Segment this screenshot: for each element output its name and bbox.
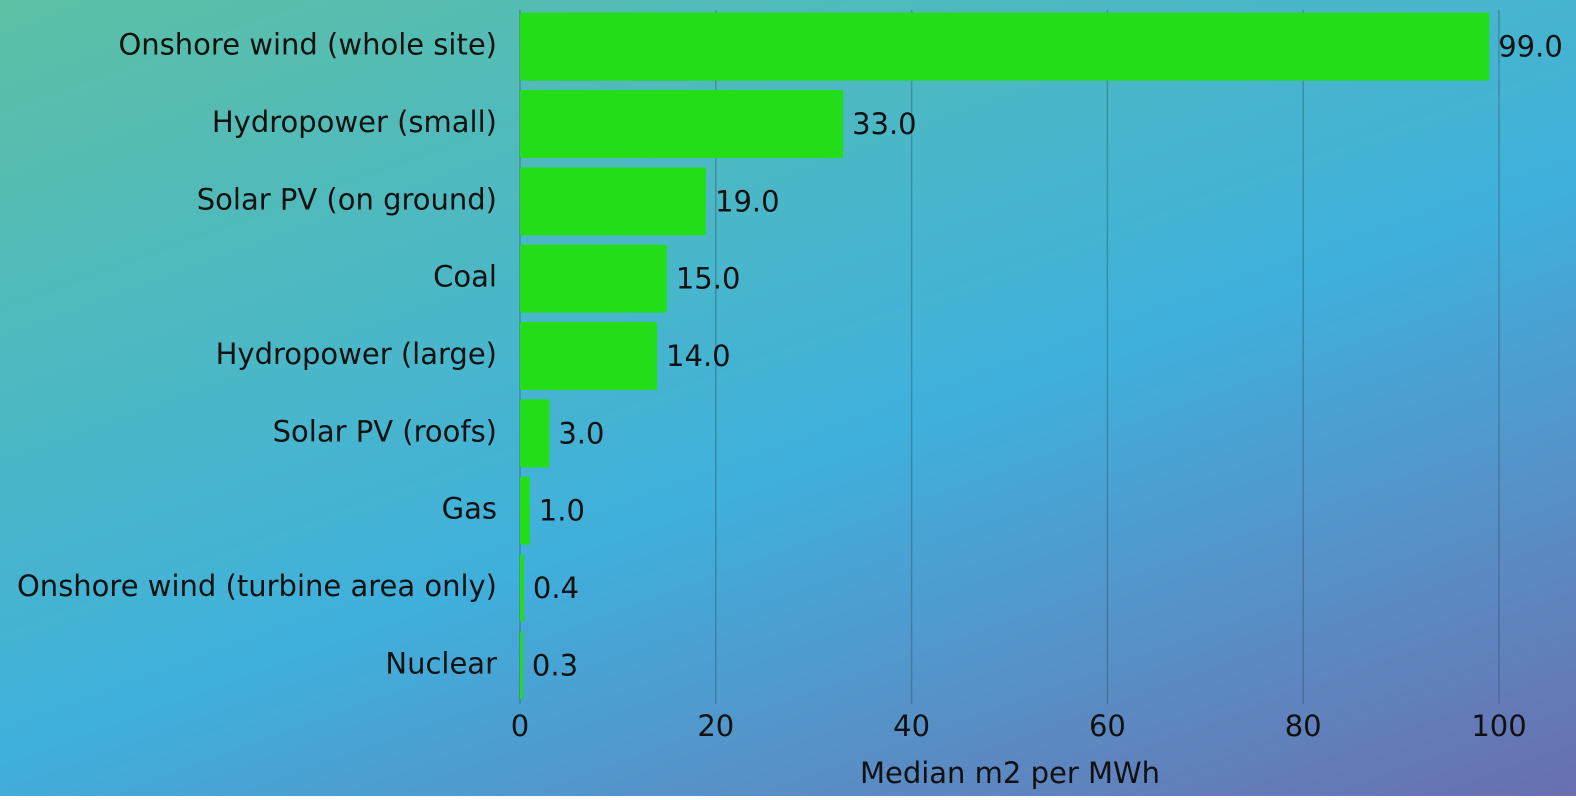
value-label: 19.0 [715, 184, 780, 218]
y-tick-label: Nuclear [385, 646, 497, 680]
bar [520, 322, 658, 390]
y-tick-label: Onshore wind (turbine area only) [17, 569, 497, 603]
x-tick-label: 80 [1285, 709, 1322, 743]
y-tick-label: Gas [442, 492, 497, 526]
x-tick-label: 60 [1089, 709, 1126, 743]
bar [520, 631, 523, 700]
value-label: 33.0 [852, 107, 917, 141]
value-label: 99.0 [1498, 30, 1563, 64]
value-label: 15.0 [676, 262, 741, 296]
x-tick-label: 20 [697, 709, 734, 743]
bar [520, 244, 667, 313]
y-tick-label: Hydropower (small) [212, 105, 497, 139]
x-tick-label: 100 [1471, 709, 1526, 743]
x-axis-label: Median m2 per MWh [860, 756, 1160, 790]
value-label: 3.0 [558, 416, 604, 450]
value-label: 0.4 [533, 571, 579, 605]
y-tick-label: Hydropower (large) [216, 337, 497, 371]
y-tick-label: Solar PV (roofs) [273, 414, 497, 448]
value-label: 14.0 [666, 339, 731, 373]
bar [520, 12, 1490, 81]
bar [520, 399, 550, 468]
bar [520, 167, 707, 236]
bar [520, 476, 530, 545]
bar [520, 554, 524, 622]
value-label: 0.3 [532, 648, 578, 682]
y-tick-label: Onshore wind (whole site) [118, 28, 497, 62]
y-tick-label: Solar PV (on ground) [197, 182, 497, 216]
value-label: 1.0 [539, 494, 585, 528]
y-tick-label: Coal [433, 260, 497, 294]
x-tick-label: 0 [511, 709, 529, 743]
bar [520, 90, 844, 158]
x-tick-label: 40 [893, 709, 930, 743]
